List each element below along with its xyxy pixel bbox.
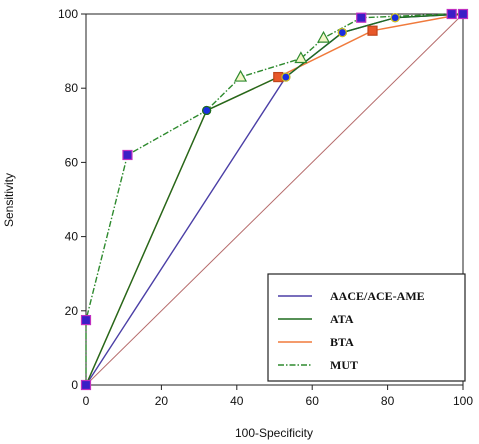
aace-point-marker xyxy=(281,72,291,82)
legend-label: BTA xyxy=(330,335,354,349)
aace-point-marker xyxy=(337,27,347,38)
y-tick-label: 100 xyxy=(58,7,78,21)
y-tick-label: 80 xyxy=(65,81,79,95)
mut-point-marker xyxy=(356,12,367,23)
y-tick-label: 60 xyxy=(65,155,79,169)
aace-point-marker xyxy=(390,13,400,23)
legend-label: ATA xyxy=(330,312,354,326)
mut-point-marker xyxy=(234,69,248,82)
legend-label: AACE/ACE-AME xyxy=(330,289,425,303)
legend-label: MUT xyxy=(330,358,358,372)
legend-box xyxy=(267,273,466,382)
x-tick-label: 40 xyxy=(230,394,244,408)
x-tick-label: 60 xyxy=(306,394,320,408)
y-axis-title: Sensitivity xyxy=(2,173,16,227)
x-axis-title: 100-Specificity xyxy=(235,426,313,440)
plot-frame xyxy=(85,13,464,386)
legend: AACE/ACE-AME ATA BTA MUT xyxy=(267,273,466,382)
y-tick-label: 0 xyxy=(71,378,78,392)
mut-point-marker xyxy=(446,8,457,20)
y-tick-label: 20 xyxy=(65,304,79,318)
x-tick-label: 100 xyxy=(453,394,473,408)
mut-point-marker xyxy=(294,51,308,64)
bta-point-marker xyxy=(367,25,378,36)
mut-point-marker xyxy=(80,314,92,326)
mut-point-marker xyxy=(80,379,92,391)
x-tick-label: 0 xyxy=(83,394,90,408)
series-line-mut xyxy=(85,13,463,385)
plot-area: 0 20 40 60 80 100 0 20 40 60 80 100 xyxy=(58,7,473,408)
x-tick-label: 20 xyxy=(155,394,169,408)
mut-point-marker xyxy=(122,149,133,161)
x-tick-label: 80 xyxy=(381,394,395,408)
mut-point-marker xyxy=(316,30,331,43)
mut-point-marker xyxy=(457,8,469,20)
y-tick-label: 40 xyxy=(65,230,79,244)
ata-point-marker xyxy=(202,105,212,116)
reference-diagonal-line xyxy=(85,13,464,386)
